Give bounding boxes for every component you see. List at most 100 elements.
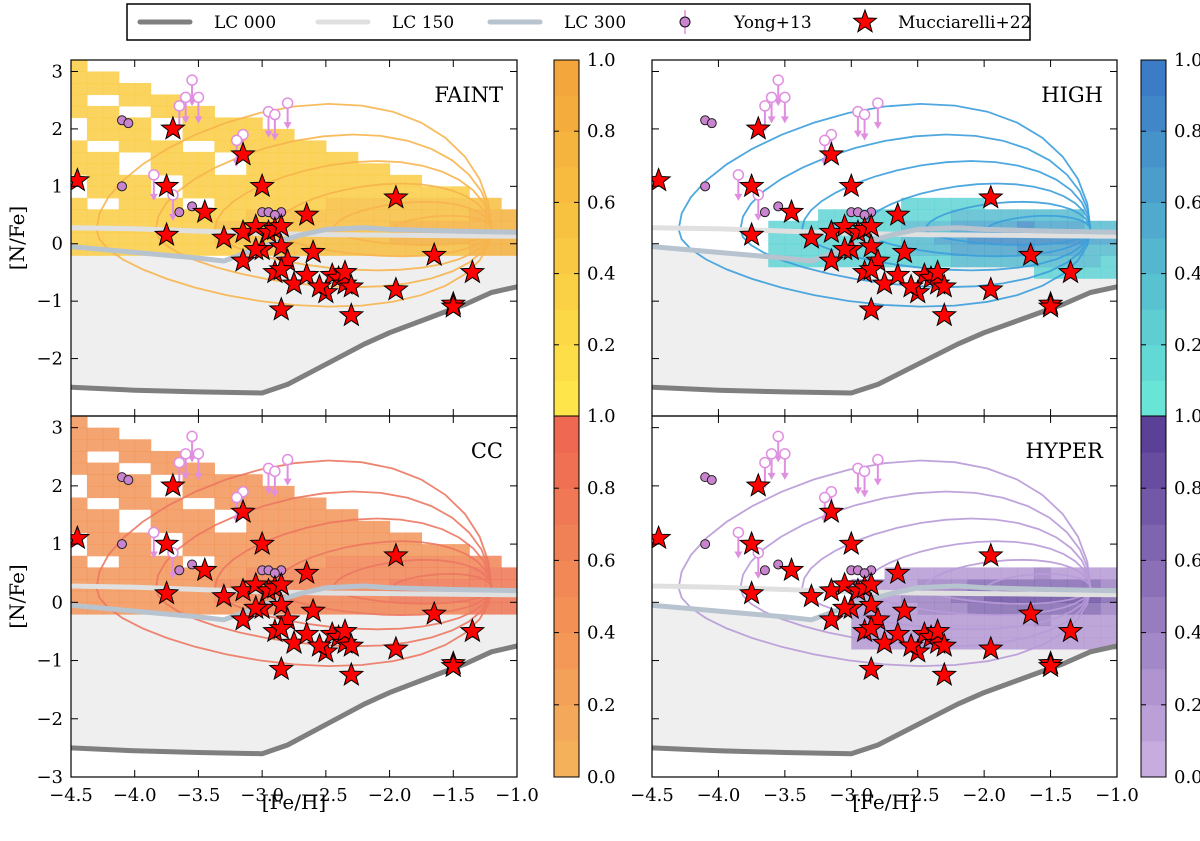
heat-cell: [86, 509, 104, 522]
colorbar-tick-label: 0.2: [587, 335, 616, 356]
x-axis-label: [Fe/H]: [852, 790, 916, 814]
yong-point: [116, 539, 127, 550]
legend-label: LC 150: [392, 13, 454, 33]
heat-cell: [182, 590, 200, 603]
upper-limit-point: [186, 430, 198, 443]
mucciarelli-star: [652, 524, 672, 550]
upper-limit-arrowhead: [181, 116, 190, 124]
heat-cell: [934, 197, 952, 210]
heat-cell: [984, 567, 1002, 580]
colorbar-band: [1141, 344, 1166, 381]
colorbar-band: [1141, 60, 1166, 97]
colorbar: 0.0 0.2 0.4 0.6 0.8 1.0: [553, 406, 616, 788]
heat-cell: [1067, 637, 1085, 650]
heat-cell: [150, 450, 168, 464]
mucciarelli-star: [192, 198, 218, 224]
y-tick-label: 3: [52, 418, 63, 439]
upper-limit-arrowhead: [860, 133, 869, 141]
heat-cell: [405, 555, 423, 568]
x-tick-label: −2.0: [962, 785, 1006, 806]
upper-limit-arrowhead: [264, 130, 273, 138]
heat-cell: [134, 590, 152, 603]
heat-cell: [134, 497, 152, 510]
heat-cell: [134, 197, 152, 210]
yong-point: [116, 181, 127, 192]
heat-cell: [198, 105, 215, 119]
mucciarelli-star: [268, 296, 295, 321]
heat-cell: [166, 520, 184, 534]
mucciarelli-star: [978, 276, 1004, 301]
mucciarelli-star: [71, 524, 91, 550]
heat-cell: [294, 509, 311, 522]
legend-label: Yong+13: [733, 13, 812, 33]
upper-limit-point: [732, 169, 745, 181]
mucciarelli-star: [153, 580, 180, 605]
colorbar-band: [554, 60, 579, 97]
panels: −2 −1 0 1 2 3 [N/Fe] FAINT 0.2 0.4 0.6 0.8 1.0 HIGH 0.…: [5, 50, 1200, 814]
mucciarelli-star: [160, 115, 186, 140]
colorbar-tick-label: 0.4: [587, 264, 616, 285]
lc-curve-line: [71, 583, 517, 623]
heat-cell: [182, 532, 200, 545]
mucciarelli-star: [818, 498, 845, 523]
mucciarelli-star: [831, 594, 858, 620]
plot-area: [652, 74, 1117, 396]
heat-cell: [325, 532, 343, 545]
upper-limit-point: [779, 448, 791, 460]
heat-cell: [917, 197, 935, 210]
lc-curve-line: [652, 284, 1117, 396]
mucciarelli-star: [383, 276, 409, 301]
heat-cell: [768, 232, 786, 245]
heat-cell: [86, 71, 104, 84]
mucciarelli-star: [268, 571, 295, 596]
heat-cell: [373, 602, 391, 615]
heat-cell: [851, 637, 869, 650]
colorbar-tick-label: 0.4: [1174, 264, 1200, 285]
heat-cell: [405, 197, 423, 210]
heat-cell: [294, 497, 311, 510]
heat-cell: [950, 255, 969, 268]
colorbar-tick-label: 0.6: [587, 192, 616, 213]
heat-cell: [262, 555, 279, 568]
heat-cell: [150, 497, 168, 510]
upper-limit-arrowhead: [194, 472, 203, 480]
heat-cell: [373, 209, 391, 222]
heat-cell: [917, 243, 935, 256]
heat-cell: [984, 243, 1002, 256]
heat-cell: [118, 555, 136, 568]
heat-cell: [373, 243, 391, 256]
heat-cell: [294, 220, 311, 233]
mucciarelli-star: [421, 241, 447, 267]
mucciarelli-star: [858, 213, 884, 238]
yong-point: [123, 118, 134, 129]
legend-label: LC 300: [564, 13, 626, 33]
heat-cell: [389, 567, 407, 580]
heat-cell: [86, 117, 104, 130]
lc-curve-line: [71, 583, 517, 598]
heat-cell: [118, 497, 136, 510]
heat-cell: [309, 151, 327, 164]
upper-limit-point: [269, 108, 281, 121]
legend-box: [126, 3, 1031, 41]
lc-curve-line: [652, 583, 1117, 598]
upper-limit-arrowhead: [264, 487, 273, 495]
upper-limit-point: [192, 91, 205, 104]
heat-cell: [246, 474, 263, 487]
y-tick-label: −1: [36, 291, 63, 312]
colorbar-band: [554, 524, 579, 561]
mucciarelli-star: [858, 591, 884, 617]
mucciarelli-star: [798, 224, 825, 249]
heat-cell: [198, 520, 215, 534]
heat-cell: [71, 520, 88, 534]
heat-cell: [118, 82, 136, 96]
upper-limit-point: [230, 134, 243, 147]
heat-cell: [86, 544, 104, 557]
upper-limit-point: [230, 491, 243, 504]
heat-cell: [198, 509, 215, 522]
mucciarelli-star: [831, 571, 858, 596]
heat-cell: [86, 532, 104, 545]
x-tick-label: −2.5: [304, 785, 348, 806]
heat-cell: [134, 209, 152, 222]
heat-cell: [246, 497, 263, 510]
mucciarelli-star: [931, 632, 958, 657]
